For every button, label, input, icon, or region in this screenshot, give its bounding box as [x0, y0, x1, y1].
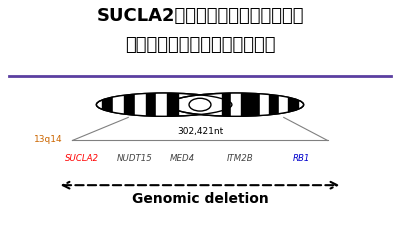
- Ellipse shape: [168, 93, 304, 116]
- Text: 302,421nt: 302,421nt: [177, 127, 223, 136]
- Text: SUCLA2: SUCLA2: [66, 154, 100, 163]
- Text: RB1: RB1: [293, 154, 310, 163]
- Bar: [250, 93, 260, 116]
- Bar: [146, 93, 156, 116]
- Bar: [113, 93, 124, 116]
- Text: Genomic deletion: Genomic deletion: [132, 192, 268, 206]
- Bar: [135, 93, 146, 116]
- Ellipse shape: [189, 98, 211, 111]
- Text: MED4: MED4: [170, 154, 195, 163]
- Bar: [241, 93, 250, 116]
- Text: ITM2B: ITM2B: [226, 154, 253, 163]
- Bar: [167, 93, 178, 116]
- Bar: [124, 93, 135, 116]
- Text: 13q14: 13q14: [34, 135, 62, 144]
- Text: 確立し、新しい抗がん薬を開発: 確立し、新しい抗がん薬を開発: [125, 36, 275, 54]
- Text: NUDT15: NUDT15: [116, 154, 152, 163]
- Bar: [156, 93, 167, 116]
- Bar: [231, 93, 241, 116]
- Bar: [269, 93, 279, 116]
- Bar: [102, 93, 113, 116]
- Text: SUCLA2欠失がんという疾患概念を: SUCLA2欠失がんという疾患概念を: [96, 7, 304, 25]
- Bar: [279, 93, 288, 116]
- Bar: [288, 93, 298, 116]
- Bar: [260, 93, 269, 116]
- Bar: [222, 93, 231, 116]
- Ellipse shape: [96, 93, 232, 116]
